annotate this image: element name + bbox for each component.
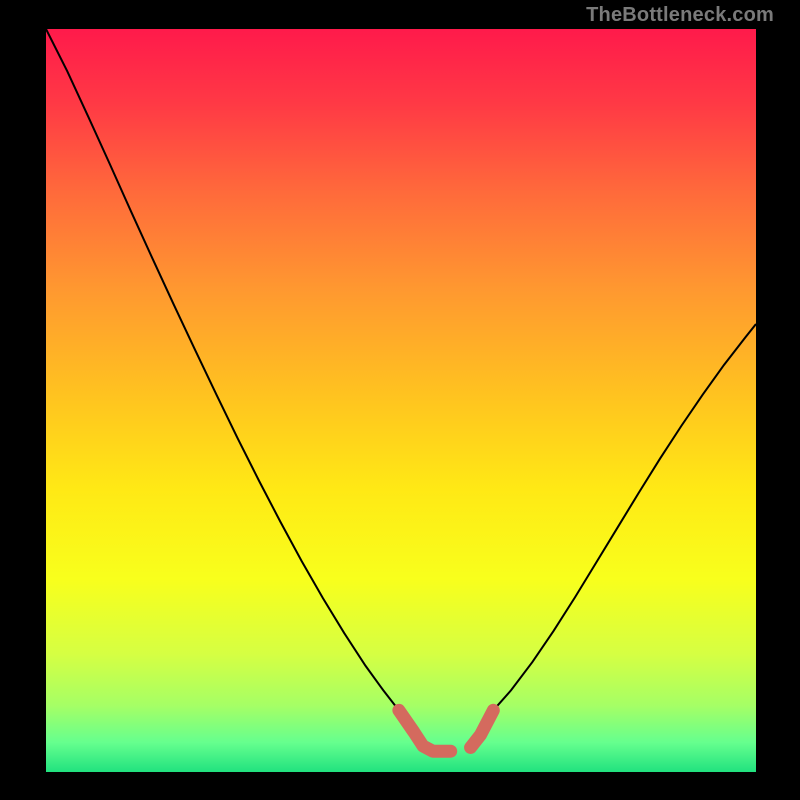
bottleneck-curve-right: [493, 324, 756, 710]
curve-layer: [46, 29, 756, 772]
attribution-text: TheBottleneck.com: [586, 4, 774, 27]
bottleneck-curve-left: [46, 29, 399, 710]
optimal-marker-right: [471, 710, 494, 747]
chart-frame: TheBottleneck.com: [0, 0, 800, 800]
optimal-marker-left: [399, 710, 451, 751]
plot-area: [46, 29, 756, 772]
